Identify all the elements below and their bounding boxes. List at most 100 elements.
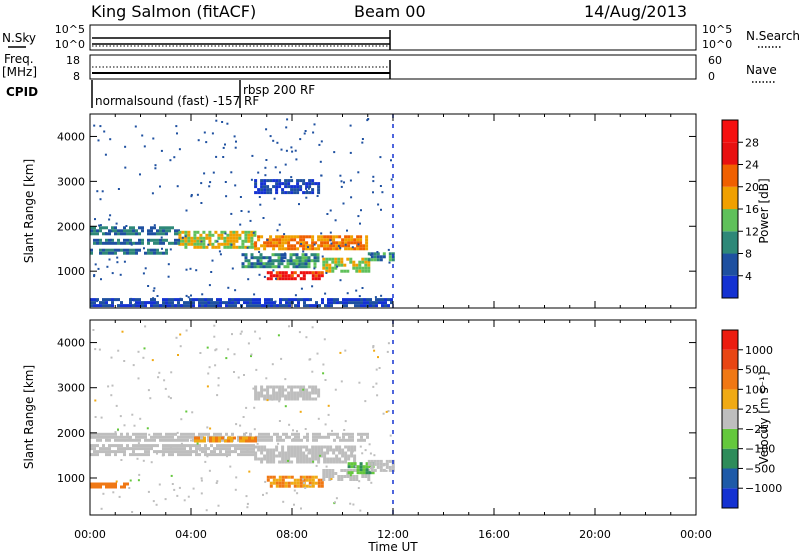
power-cell: [275, 235, 279, 239]
freq-right-tick-bottom: 0: [708, 70, 715, 83]
power-cell: [132, 226, 135, 230]
power-cell: [262, 262, 266, 266]
power-cell: [373, 258, 377, 262]
velocity-cell: [246, 447, 249, 451]
velocity-cell: [315, 432, 318, 436]
velocity-cell: [180, 447, 183, 451]
velocity-cell: [162, 450, 165, 454]
velocity-cell: [105, 432, 108, 436]
power-cell: [232, 233, 236, 237]
power-cell: [213, 301, 216, 305]
power-cell: [235, 239, 239, 243]
velocity-colorbar-tick-label: 500: [745, 364, 766, 377]
velocity-cell: [108, 447, 111, 451]
velocity-cell: [276, 435, 279, 439]
velocity-cell: [170, 371, 173, 374]
power-cell: [90, 232, 93, 236]
power-cell: [184, 242, 188, 246]
power-cell: [313, 259, 317, 263]
velocity-cell: [344, 451, 348, 455]
power-cell: [320, 244, 324, 248]
velocity-cell: [253, 428, 256, 431]
velocity-cell: [351, 450, 354, 453]
power-cell: [185, 294, 188, 297]
velocity-cell: [126, 435, 129, 439]
power-cell: [281, 188, 285, 192]
power-cell: [302, 250, 305, 253]
power-cell: [207, 304, 210, 308]
power-cell: [267, 304, 270, 308]
power-cell: [102, 232, 105, 236]
power-cell: [249, 301, 252, 305]
power-colorbar-tick-label: 28: [745, 136, 759, 149]
power-cell: [280, 258, 283, 261]
power-cell: [280, 256, 284, 260]
power-cell: [260, 182, 264, 186]
power-data: [90, 114, 395, 308]
noise-right-tick-top: 10^5: [702, 23, 732, 36]
power-cell: [117, 188, 120, 190]
power-cell: [150, 238, 153, 242]
power-cell: [232, 245, 236, 249]
power-cell: [102, 241, 105, 245]
velocity-cell: [317, 478, 321, 482]
power-cell: [222, 301, 225, 305]
velocity-cell: [246, 453, 249, 457]
velocity-colorbar-tick-label: −100: [745, 443, 775, 456]
velocity-cell: [206, 346, 209, 349]
velocity-cell: [318, 432, 321, 436]
power-cell: [229, 236, 233, 240]
power-cell: [135, 248, 138, 252]
power-cell: [147, 251, 150, 255]
power-cell: [102, 298, 105, 302]
power-cell: [324, 292, 327, 295]
power-cell: [219, 253, 222, 256]
power-cell: [123, 232, 126, 236]
velocity-panel-frame: [89, 319, 697, 516]
power-cell: [321, 298, 324, 302]
velocity-cell: [275, 445, 279, 449]
power-cell: [178, 148, 181, 151]
velocity-colorbar-tick-label: −500: [745, 462, 775, 475]
power-cell: [123, 229, 126, 233]
power-cell: [310, 253, 314, 257]
power-cell: [305, 185, 309, 189]
power-cell: [123, 248, 126, 252]
velocity-colorbar-tick-label: 100: [745, 383, 766, 396]
velocity-cell: [120, 485, 123, 489]
velocity-cell: [206, 455, 209, 458]
velocity-cell: [293, 391, 297, 395]
power-cell: [90, 301, 93, 305]
power-cell: [162, 241, 165, 245]
velocity-cell: [385, 469, 388, 472]
power-cell: [123, 260, 126, 263]
velocity-cell: [293, 478, 297, 482]
velocity-cell: [365, 462, 369, 466]
velocity-cell: [195, 450, 198, 454]
velocity-cell: [171, 453, 174, 457]
velocity-cell: [311, 457, 315, 461]
velocity-cell: [287, 481, 291, 485]
power-cell: [253, 230, 257, 234]
power-cell: [187, 242, 191, 246]
velocity-cell: [287, 457, 291, 461]
velocity-cell: [176, 494, 179, 497]
velocity-cell: [123, 435, 126, 439]
power-cell: [195, 269, 198, 272]
power-cell: [267, 298, 270, 302]
velocity-cell: [305, 448, 309, 452]
power-cell: [134, 303, 137, 306]
power-cell: [293, 188, 297, 192]
velocity-cell: [292, 437, 295, 440]
velocity-cell: [129, 479, 132, 482]
power-cell: [253, 262, 257, 266]
power-cell: [278, 185, 282, 189]
power-cell: [178, 233, 182, 237]
power-cell: [357, 243, 360, 246]
velocity-cell: [342, 432, 345, 436]
velocity-cell: [299, 457, 303, 461]
velocity-cell: [287, 454, 291, 458]
power-cell: [305, 235, 309, 239]
velocity-cell: [373, 454, 376, 457]
